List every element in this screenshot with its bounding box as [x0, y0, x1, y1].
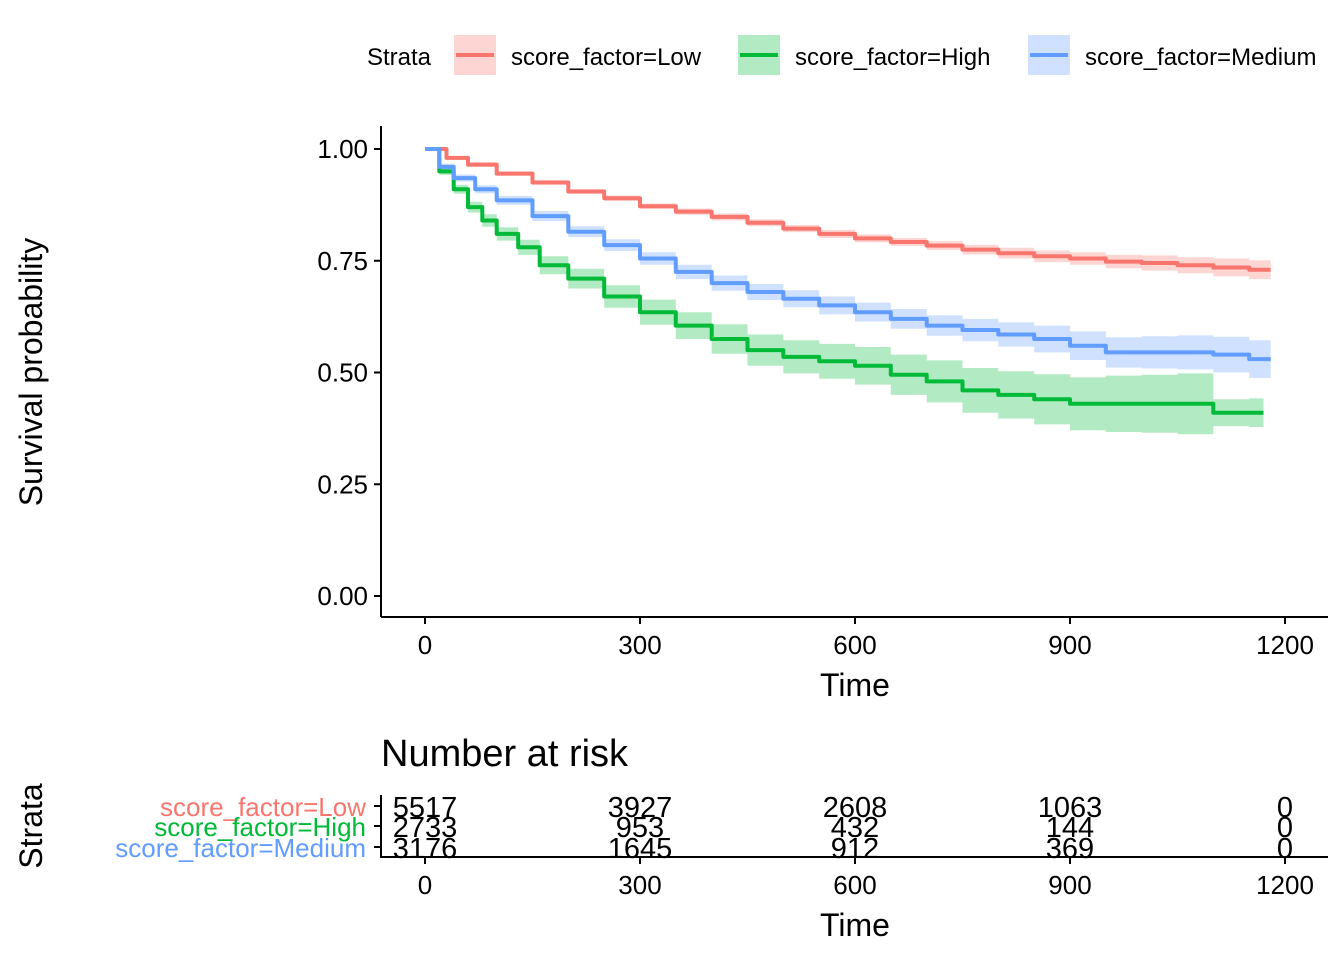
- x-axis-title: Time: [820, 667, 890, 703]
- y-axis-title: Survival probability: [13, 238, 49, 507]
- risk-table-x-title: Time: [820, 907, 890, 943]
- risk-count-low: 0: [1277, 792, 1293, 824]
- y-tick-label: 1.00: [317, 134, 368, 164]
- legend-label-medium: score_factor=Medium: [1085, 44, 1316, 71]
- survival-curve-medium: [425, 147, 1271, 362]
- risk-count-low: 1063: [1038, 792, 1103, 824]
- confidence-band-medium: [425, 149, 1271, 379]
- legend-entry-medium: score_factor=Medium: [1028, 35, 1316, 75]
- x-tick-label: 300: [618, 630, 661, 660]
- x-axis-ticks: 0 300 600 900 1200: [418, 617, 1314, 660]
- x-tick-label: 900: [1048, 630, 1091, 660]
- legend-entry-high: score_factor=High: [738, 35, 990, 75]
- confidence-band-high: [425, 149, 1264, 435]
- risk-x-tick-label: 1200: [1256, 870, 1314, 900]
- y-tick-label: 0.50: [317, 358, 368, 388]
- risk-count-low: 3927: [608, 792, 673, 824]
- risk-row-label-medium: score_factor=Medium: [115, 833, 366, 863]
- y-tick-label: 0.75: [317, 246, 368, 276]
- risk-count-high: 953: [616, 812, 664, 844]
- legend-label-low: score_factor=Low: [511, 44, 702, 71]
- risk-count-low: 5517: [393, 792, 458, 824]
- risk-count-high: 432: [831, 812, 879, 844]
- survival-curves: [425, 147, 1271, 415]
- survival-curve-high: [425, 147, 1264, 415]
- y-tick-label: 0.00: [317, 581, 368, 611]
- risk-x-tick-label: 900: [1048, 870, 1091, 900]
- risk-count-low: 2608: [823, 792, 888, 824]
- legend-entry-low: score_factor=Low: [454, 35, 702, 75]
- legend-title: Strata: [367, 44, 432, 71]
- legend: Strata score_factor=Low score_factor=Hig…: [367, 35, 1316, 75]
- legend-label-high: score_factor=High: [795, 44, 990, 71]
- y-tick-label: 0.25: [317, 469, 368, 499]
- risk-table-title: Number at risk: [381, 733, 629, 775]
- risk-x-tick-label: 600: [833, 870, 876, 900]
- risk-count-high: 0: [1277, 812, 1293, 844]
- risk-x-tick-label: 0: [418, 870, 432, 900]
- risk-count-medium: 0: [1277, 833, 1293, 865]
- x-tick-label: 0: [418, 630, 432, 660]
- x-tick-label: 1200: [1256, 630, 1314, 660]
- x-tick-label: 600: [833, 630, 876, 660]
- risk-count-high: 2733: [393, 812, 458, 844]
- y-axis-ticks: 0.00 0.25 0.50 0.75 1.00: [317, 134, 381, 611]
- risk-table-x-ticks: 0 300 600 900 1200: [418, 857, 1314, 900]
- risk-row-label-low: score_factor=Low: [160, 792, 366, 822]
- survival-curve-low: [425, 147, 1271, 272]
- risk-x-tick-label: 300: [618, 870, 661, 900]
- confidence-bands: [425, 149, 1271, 435]
- risk-table-y-title: Strata: [13, 783, 49, 869]
- risk-count-high: 144: [1046, 812, 1094, 844]
- risk-table-rows: score_factor=Low 5517 3927 2608 1063 0 score_f…: [115, 792, 1293, 865]
- risk-row-label-high: score_factor=High: [154, 812, 366, 842]
